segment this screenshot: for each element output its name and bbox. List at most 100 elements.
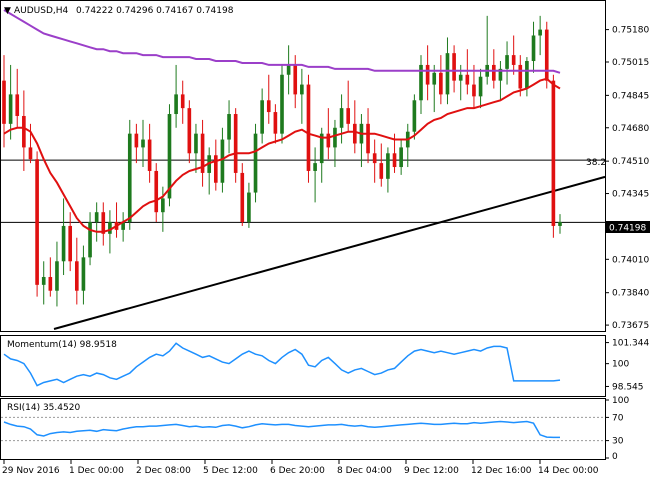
rsi-y-tick-label: 70 bbox=[612, 413, 624, 423]
last-price-box bbox=[606, 221, 650, 233]
y-tick-label: 0.73840 bbox=[612, 289, 649, 299]
candle-body bbox=[194, 133, 198, 154]
momentum-y-tick-label: 98.545 bbox=[612, 382, 644, 392]
trendline bbox=[53, 175, 606, 330]
candle-body bbox=[372, 153, 377, 164]
candle-body bbox=[147, 139, 152, 171]
candle-body bbox=[472, 84, 476, 97]
rsi-layer bbox=[1, 416, 605, 442]
candle-body bbox=[313, 163, 317, 171]
rsi-line bbox=[3, 420, 560, 439]
x-tick-label: 1 Dec 00:00 bbox=[69, 466, 124, 476]
candle-body bbox=[88, 222, 92, 258]
candle-body bbox=[458, 74, 463, 81]
candle-body bbox=[273, 112, 278, 134]
y-tick-label: 0.75180 bbox=[612, 26, 649, 36]
candle-body bbox=[260, 100, 264, 134]
candle-body bbox=[74, 261, 79, 291]
candle-body bbox=[366, 123, 370, 154]
candle-body bbox=[55, 261, 59, 291]
momentum-panel-frame bbox=[0, 335, 606, 397]
candle-body bbox=[247, 192, 251, 223]
candle-body bbox=[445, 53, 450, 95]
candle-body bbox=[161, 198, 165, 213]
y-tick-label: 0.75015 bbox=[612, 58, 649, 68]
chart-title-arrow: ▼ bbox=[4, 6, 11, 16]
rsi-y-tick-label: 100 bbox=[612, 396, 629, 406]
candle-body bbox=[2, 80, 6, 124]
candle-body bbox=[167, 114, 172, 199]
candle-body bbox=[61, 225, 66, 262]
candle-body bbox=[518, 64, 523, 89]
candle-body bbox=[452, 53, 456, 81]
candle-body bbox=[141, 139, 145, 148]
candle-body bbox=[399, 147, 403, 168]
candle-body bbox=[425, 64, 430, 85]
x-tick-label: 5 Dec 12:00 bbox=[203, 466, 258, 476]
candle-body bbox=[48, 276, 53, 291]
x-tick-label: 14 Dec 00:00 bbox=[538, 466, 599, 476]
candle-body bbox=[538, 29, 542, 36]
candle-body bbox=[220, 139, 225, 183]
candle-body bbox=[326, 133, 331, 148]
x-tick-label: 9 Dec 12:00 bbox=[404, 466, 459, 476]
candle-body bbox=[108, 222, 112, 234]
candle-body bbox=[94, 212, 99, 223]
candle-body bbox=[478, 76, 483, 97]
candle-body bbox=[134, 133, 139, 148]
momentum-y-tick-label: 100 bbox=[612, 360, 629, 370]
momentum-line bbox=[3, 342, 561, 387]
rsi-y-tick-label: 30 bbox=[612, 437, 624, 447]
candle-body bbox=[498, 68, 503, 81]
y-tick-label: 0.74510 bbox=[612, 157, 649, 167]
candle-body bbox=[352, 123, 357, 144]
candle-body bbox=[200, 133, 205, 173]
candle-body bbox=[412, 100, 417, 132]
candle-body bbox=[233, 114, 238, 173]
chart-symbol: AUDUSD,H4 bbox=[14, 6, 69, 16]
x-tick-label: 12 Dec 16:00 bbox=[471, 466, 532, 476]
candle-body bbox=[280, 74, 284, 134]
momentum-title: Momentum(14) 98.9518 bbox=[7, 340, 117, 350]
candle-body bbox=[68, 225, 73, 262]
fib-label: 38.2 bbox=[586, 158, 606, 168]
momentum-layer bbox=[3, 342, 561, 387]
x-tick-label: 6 Dec 20:00 bbox=[270, 466, 325, 476]
price-panel-frame bbox=[0, 0, 606, 332]
candle-body bbox=[154, 170, 159, 213]
candle-body bbox=[439, 72, 443, 95]
candle-body bbox=[432, 72, 437, 85]
y-tick-label: 0.74010 bbox=[612, 255, 649, 265]
y-tick-label: 0.73675 bbox=[612, 321, 649, 331]
candle-body bbox=[306, 84, 311, 171]
x-tick-label: 2 Dec 08:00 bbox=[136, 466, 191, 476]
candle-body bbox=[15, 94, 20, 116]
candle-body bbox=[101, 212, 106, 234]
candle-body bbox=[81, 257, 86, 291]
rsi-y-tick-label: 0 bbox=[612, 452, 618, 462]
candle-body bbox=[187, 108, 192, 154]
candle-body bbox=[121, 222, 125, 230]
axis-layer: 0.75180 0.75015 0.74845 0.74680 0.74510 0.743… bbox=[2, 26, 649, 476]
candle-body bbox=[505, 55, 509, 69]
candle-body bbox=[531, 35, 536, 62]
candle-body bbox=[300, 84, 304, 95]
candle-body bbox=[8, 94, 13, 124]
candle-body bbox=[346, 108, 351, 124]
candle-body bbox=[333, 127, 337, 148]
candle-body bbox=[293, 64, 298, 95]
candle-body bbox=[253, 133, 258, 193]
candle-body bbox=[127, 133, 132, 223]
y-tick-label: 0.74845 bbox=[612, 91, 649, 101]
candle-body bbox=[28, 147, 33, 160]
x-tick-label: 8 Dec 04:00 bbox=[337, 466, 392, 476]
candle-body bbox=[419, 64, 423, 101]
last-price-label: 0.74198 bbox=[609, 224, 646, 234]
candle-body bbox=[174, 94, 178, 115]
candle-body bbox=[525, 61, 529, 89]
y-tick-label: 0.74680 bbox=[612, 124, 649, 134]
candle-body bbox=[392, 153, 397, 168]
rsi-title: RSI(14) 35.4520 bbox=[7, 403, 80, 413]
candle-body bbox=[551, 80, 556, 226]
